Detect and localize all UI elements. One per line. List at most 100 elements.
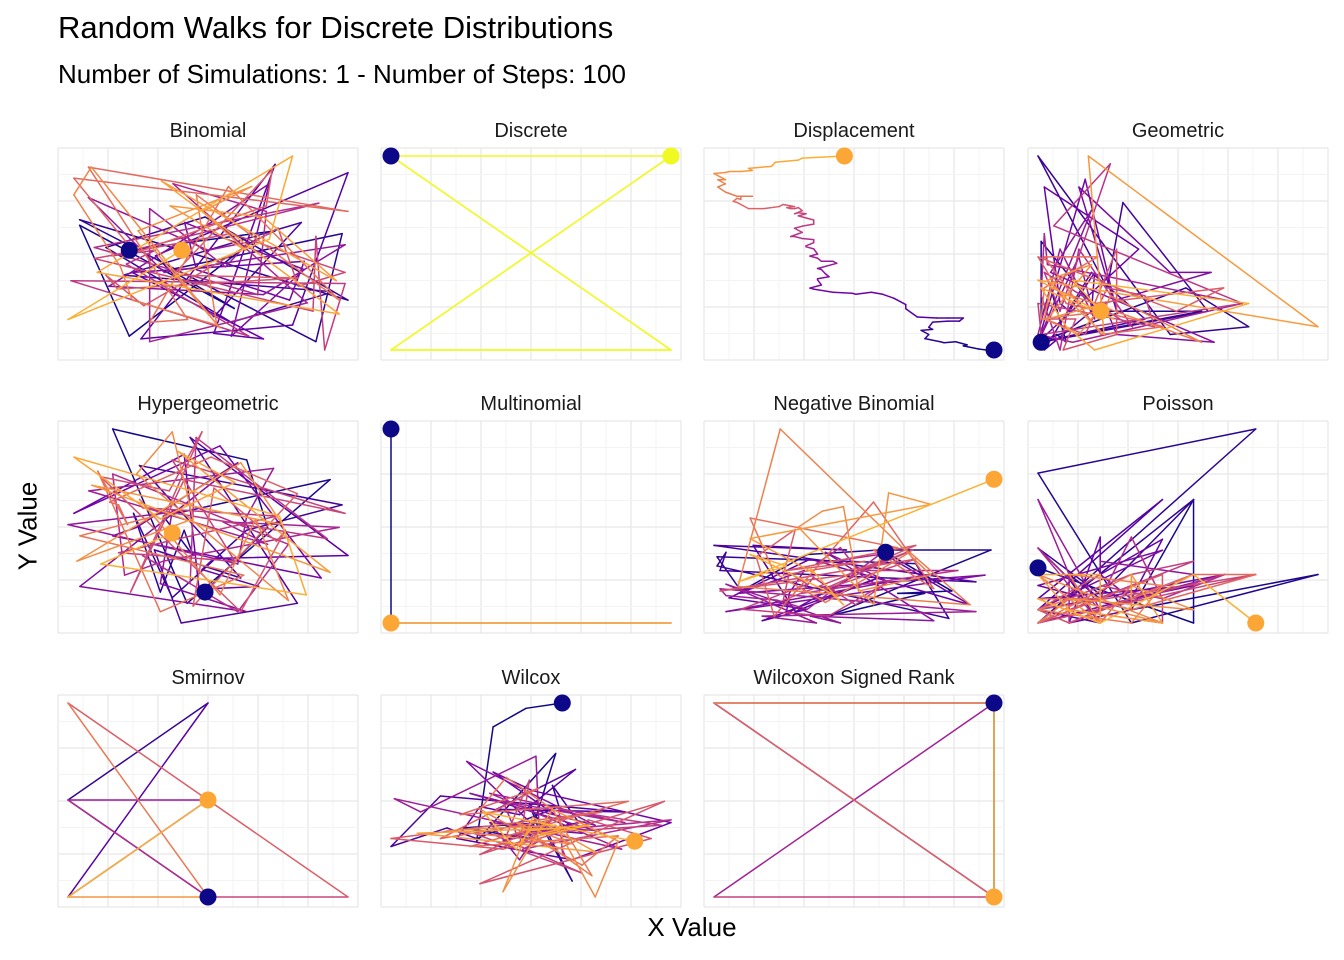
start-point [382, 420, 400, 438]
walk-segment [79, 585, 248, 613]
walk-segment [1099, 573, 1195, 624]
walk-segment [1175, 287, 1225, 312]
strip-label-negative-binomial: Negative Binomial [773, 393, 934, 415]
walk-segment [789, 231, 803, 238]
walk-path-wilcoxon-signed-rank [713, 702, 995, 898]
walk-segment [172, 274, 300, 279]
walk-segment [67, 799, 209, 898]
walk-segment [73, 177, 136, 254]
walk-segment [201, 568, 260, 588]
panel-multinomial: Multinomial [380, 393, 682, 634]
walk-segment [747, 166, 761, 170]
walk-segment [594, 840, 620, 898]
walk-segment [1100, 325, 1165, 336]
start-point [120, 241, 138, 259]
walk-segment [1046, 263, 1093, 281]
walk-segment [1078, 186, 1118, 312]
walk-segment [160, 180, 338, 282]
walk-segment [141, 554, 191, 585]
walk-segment [169, 205, 247, 251]
walk-segment [195, 268, 291, 301]
walk-segment [224, 241, 250, 268]
walk-segment [278, 515, 308, 596]
walk-segment [1068, 573, 1101, 624]
walk-segment [773, 501, 875, 617]
walk-segment [818, 558, 917, 592]
walk-segment [717, 183, 727, 188]
panel-smirnov: Smirnov [57, 667, 359, 908]
walk-path-wilcox [390, 702, 672, 898]
walk-segment [1037, 302, 1042, 336]
gridlines [380, 147, 682, 361]
walk-segment [73, 453, 185, 515]
walk-segment [531, 789, 672, 824]
walk-segment [315, 232, 343, 343]
walk-segment [801, 237, 815, 241]
walk-segment [713, 171, 727, 175]
walk-segment [1078, 186, 1171, 274]
walk-segment [824, 262, 838, 268]
panel-wilcox: Wilcox [380, 667, 682, 908]
walk-segment [90, 166, 221, 329]
walk-segment [782, 203, 796, 208]
chart-subtitle: Number of Simulations: 1 - Number of Ste… [58, 59, 626, 89]
end-point [662, 147, 680, 165]
walk-segment [183, 221, 198, 271]
walk-segment [749, 553, 833, 595]
walk-segment [482, 811, 636, 842]
walk-segment [105, 274, 145, 307]
walk-segment [755, 556, 775, 617]
walk-segment [943, 340, 957, 344]
walk-segment [195, 194, 218, 326]
walk-segment [213, 332, 265, 340]
walk-path-poisson [1037, 428, 1319, 624]
walk-segment [492, 707, 527, 728]
walk-segment [446, 824, 557, 832]
walk-segment [782, 560, 866, 576]
walk-segment [776, 599, 809, 611]
walk-segment [920, 328, 934, 332]
walk-segment [172, 169, 273, 276]
walk-segment [122, 274, 335, 293]
walk-segment [816, 265, 826, 270]
walk-segment [924, 337, 942, 343]
walk-segment [459, 787, 540, 816]
walk-segment [759, 165, 773, 169]
walk-segment [1087, 155, 1319, 328]
walk-segment [100, 532, 174, 565]
walk-path-discrete [390, 155, 672, 351]
walk-segment [262, 216, 338, 282]
walk-segment [159, 481, 236, 520]
walk-segment [1103, 271, 1212, 305]
walk-segment [931, 320, 949, 323]
strip-label-discrete: Discrete [494, 120, 567, 142]
walk-segment [1043, 271, 1134, 328]
walk-segment [761, 610, 977, 617]
walk-segment [812, 248, 819, 255]
walk-segment [805, 241, 815, 247]
walk-segment [1037, 279, 1319, 328]
walk-segment [830, 592, 845, 606]
walk-segment [73, 166, 93, 196]
walk-segment [277, 227, 300, 288]
end-point [985, 888, 1003, 906]
walk-segment [816, 257, 823, 263]
walk-segment [1161, 573, 1226, 600]
walk-segment [148, 207, 227, 268]
walk-segment [773, 572, 827, 604]
walk-segment [809, 615, 935, 622]
walk-segment [763, 205, 780, 210]
start-point [877, 543, 895, 561]
panel-negative-binomial: Negative Binomial [703, 393, 1005, 634]
walk-segment [390, 155, 672, 351]
walk-path-smirnov [67, 702, 349, 898]
walk-segment [857, 574, 932, 592]
walk-segment [100, 563, 308, 596]
gridlines [380, 420, 682, 634]
walk-segment [1052, 225, 1244, 305]
walk-segment [551, 808, 593, 877]
walk-segment [793, 225, 803, 229]
walk-segment [100, 476, 171, 492]
walk-segment [1052, 163, 1112, 227]
strip-label-multinomial: Multinomial [480, 393, 581, 415]
